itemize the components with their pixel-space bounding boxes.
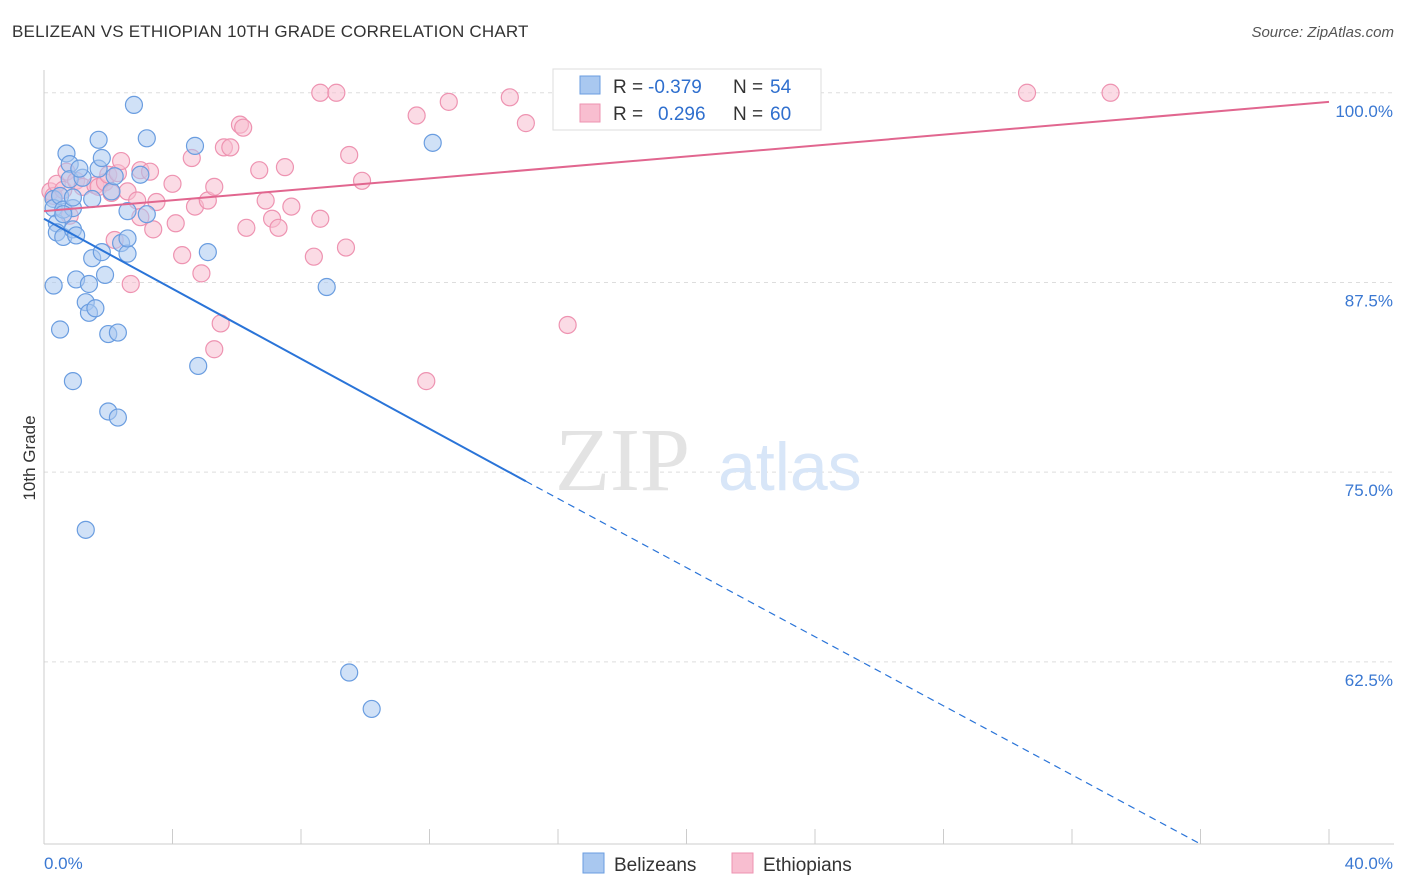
belizeans-point bbox=[108, 323, 127, 342]
stats-r-value-ethiopians: 0.296 bbox=[658, 104, 706, 125]
stats-swatch-belizeans bbox=[579, 75, 601, 95]
x-tick-label-max: 40.0% bbox=[1345, 854, 1393, 873]
y-tick-label: 87.5% bbox=[1345, 291, 1393, 310]
belizeans-points bbox=[44, 95, 442, 719]
belizeans-trend-extension bbox=[525, 480, 1201, 845]
stats-swatch-ethiopians bbox=[579, 103, 601, 123]
belizeans-point bbox=[76, 520, 95, 539]
stats-n-label-belizeans: N = bbox=[733, 77, 763, 98]
stats-r-value-belizeans: -0.379 bbox=[648, 77, 702, 98]
belizeans-point bbox=[83, 189, 102, 209]
ethiopians-point bbox=[166, 214, 185, 233]
belizeans-point bbox=[198, 243, 217, 262]
belizeans-point bbox=[118, 202, 137, 221]
ethiopians-point bbox=[111, 151, 131, 171]
legend-label-belizeans: Belizeans bbox=[614, 855, 696, 876]
belizeans-point bbox=[70, 159, 89, 178]
ethiopians-point bbox=[144, 220, 163, 239]
chart-title: BELIZEAN VS ETHIOPIAN 10TH GRADE CORRELA… bbox=[12, 22, 529, 41]
ethiopians-point bbox=[352, 171, 372, 190]
y-tick-label: 75.0% bbox=[1345, 481, 1393, 500]
ethiopians-point bbox=[205, 340, 224, 359]
ethiopians-point bbox=[173, 246, 192, 265]
stats-box: R = -0.379 N = 54 R = 0.296 N = 60 bbox=[552, 68, 822, 131]
belizeans-point bbox=[124, 95, 144, 115]
legend-swatch-ethiopians bbox=[731, 852, 754, 874]
belizeans-point bbox=[105, 167, 124, 186]
belizeans-point bbox=[86, 299, 105, 318]
ethiopians-point bbox=[269, 218, 288, 237]
belizeans-point bbox=[92, 148, 111, 168]
belizeans-point bbox=[423, 133, 442, 152]
x-tick-label-min: 0.0% bbox=[44, 854, 83, 873]
stats-r-label-ethiopians: R = bbox=[613, 104, 643, 125]
belizeans-point bbox=[89, 130, 108, 149]
belizeans-point bbox=[63, 372, 83, 391]
ethiopians-point bbox=[250, 161, 269, 180]
ethiopians-point bbox=[417, 372, 436, 391]
belizeans-point bbox=[185, 136, 205, 155]
belizeans-point bbox=[63, 188, 83, 207]
belizeans-point bbox=[102, 182, 121, 201]
ethiopians-point bbox=[192, 264, 211, 283]
legend-swatch-belizeans bbox=[582, 852, 605, 874]
belizeans-point bbox=[189, 356, 208, 376]
belizeans-point bbox=[44, 276, 63, 295]
belizeans-point bbox=[50, 320, 70, 339]
ethiopians-point bbox=[234, 118, 253, 137]
ethiopians-point bbox=[500, 88, 519, 107]
belizeans-point bbox=[340, 663, 359, 682]
belizeans-point bbox=[362, 699, 381, 719]
watermark-zip: ZIP bbox=[555, 411, 690, 510]
ethiopians-point bbox=[516, 114, 535, 133]
watermark-atlas: atlas bbox=[718, 429, 862, 505]
ethiopians-point bbox=[237, 218, 256, 237]
y-axis-title: 10th Grade bbox=[20, 415, 39, 500]
ethiopians-point bbox=[327, 83, 346, 102]
ethiopians-point bbox=[558, 315, 577, 335]
ethiopians-point bbox=[282, 197, 301, 216]
belizeans-trend-line bbox=[43, 217, 527, 483]
ethiopians-point bbox=[340, 145, 359, 165]
belizeans-point bbox=[131, 165, 150, 184]
ethiopians-point bbox=[121, 274, 140, 294]
ethiopians-trend-line bbox=[43, 100, 1330, 213]
ethiopians-point bbox=[407, 106, 426, 125]
belizeans-point bbox=[118, 229, 137, 248]
y-tick-label: 100.0% bbox=[1335, 102, 1393, 121]
belizeans-point bbox=[137, 205, 156, 224]
stats-n-value-belizeans: 54 bbox=[770, 77, 792, 98]
axis-layer bbox=[43, 70, 1394, 845]
ethiopians-point bbox=[275, 158, 295, 177]
belizeans-point bbox=[317, 277, 336, 297]
stats-n-label-ethiopians: N = bbox=[733, 104, 763, 125]
ethiopians-point bbox=[1101, 83, 1120, 102]
ethiopians-point bbox=[205, 177, 224, 196]
y-tick-labels: 62.5% 75.0% 87.5% 100.0% bbox=[1335, 102, 1393, 690]
stats-r-label-belizeans: R = bbox=[613, 77, 643, 98]
ethiopians-point bbox=[221, 138, 240, 157]
ethiopians-point bbox=[1017, 83, 1037, 102]
chart-source: Source: ZipAtlas.com bbox=[1251, 24, 1394, 41]
legend: Belizeans Ethiopians bbox=[582, 852, 852, 876]
ethiopians-point bbox=[311, 209, 330, 228]
y-tick-label: 62.5% bbox=[1345, 671, 1393, 690]
ethiopians-point bbox=[336, 238, 356, 257]
belizeans-point bbox=[137, 129, 156, 148]
belizeans-point bbox=[108, 408, 127, 427]
ethiopians-point bbox=[439, 92, 458, 111]
trend-lines bbox=[43, 100, 1330, 845]
ethiopians-point bbox=[163, 174, 182, 193]
belizeans-point bbox=[118, 244, 137, 263]
ethiopians-point bbox=[311, 83, 330, 102]
belizeans-point bbox=[95, 265, 115, 284]
ethiopians-point bbox=[304, 247, 323, 266]
stats-n-value-ethiopians: 60 bbox=[770, 104, 791, 125]
belizeans-point bbox=[79, 274, 99, 294]
legend-label-ethiopians: Ethiopians bbox=[763, 855, 852, 876]
watermark: ZIP atlas bbox=[555, 411, 862, 510]
ethiopians-point bbox=[256, 191, 275, 210]
